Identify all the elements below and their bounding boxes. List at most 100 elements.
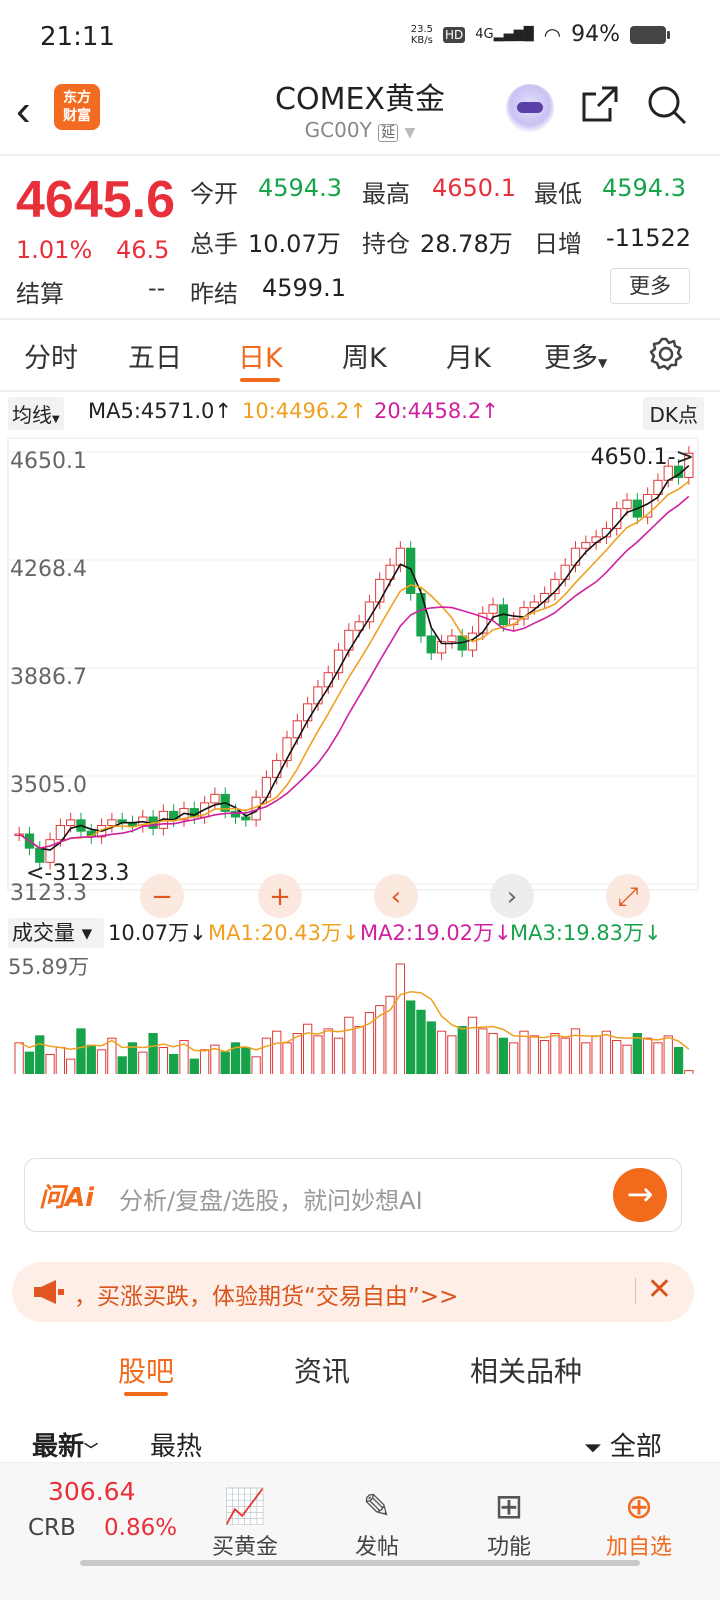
banner-separator: [635, 1278, 636, 1304]
candle-body: [529, 601, 539, 609]
grid-icon: ⊞: [494, 1487, 524, 1527]
tab-related[interactable]: 相关品种: [470, 1355, 583, 1388]
search-icon[interactable]: [646, 84, 688, 126]
volume-bar: [426, 1021, 436, 1095]
volume-bar: [447, 1035, 457, 1095]
y-tick-label: 4268.4: [10, 557, 87, 582]
candle-body: [622, 499, 632, 510]
volume-selector: [8, 918, 104, 948]
post-button[interactable]: ✎ 发帖: [322, 1485, 432, 1561]
ma5-line: [18, 465, 690, 851]
expand-icon-button[interactable]: [606, 874, 650, 918]
ai-logo: 问Ai: [39, 1183, 95, 1213]
megaphone-icon: [34, 1280, 64, 1304]
settings-gear-icon[interactable]: [648, 336, 684, 372]
ma5-value: MA5:4571.0↑: [88, 399, 232, 423]
volume-bar: [591, 1035, 601, 1095]
volume-bar: [632, 1033, 642, 1095]
minus-icon: −: [151, 882, 173, 912]
vol-ma1-value: MA1:20.43万↓: [208, 921, 360, 945]
more-button[interactable]: 更多: [610, 268, 690, 304]
close-icon[interactable]: ✕: [646, 1272, 672, 1307]
kline-chart[interactable]: 4650.1 4268.4 3886.7 3505.0 3123.3 4650.1-> <-…: [0, 434, 720, 1134]
tab-daily-k[interactable]: 日K: [238, 343, 283, 374]
battery-percent: 94%: [571, 22, 620, 47]
candle-body: [436, 641, 447, 654]
expand-icon: ⤢: [618, 882, 639, 912]
volume-bar: [488, 1033, 498, 1095]
net-speed-unit: KB/s: [410, 34, 433, 46]
chevron-left-icon-button[interactable]: [374, 874, 418, 918]
ai-search-bar[interactable]: 问Ai 分析/复盘/选股，就问妙想AI →: [24, 1158, 682, 1232]
ma-selector[interactable]: 均线▼: [8, 397, 64, 430]
daily-inc-label: 日增: [534, 230, 582, 258]
volume-bar: [684, 1070, 694, 1095]
candle-body: [447, 635, 457, 643]
promo-banner[interactable]: ，买涨买跌，体验期货“交易自由”>> ✕: [12, 1262, 694, 1322]
minus-icon-button[interactable]: [140, 874, 184, 918]
add-favorite-button[interactable]: ⊕ 加自选: [584, 1485, 694, 1561]
app-logo[interactable]: 东方 财富: [54, 84, 100, 130]
sort-latest[interactable]: 最新﹀: [32, 1426, 98, 1463]
chevron-left-icon: ‹: [391, 882, 401, 912]
tab-news[interactable]: 资讯: [294, 1355, 351, 1388]
tab-guba[interactable]: 股吧: [118, 1355, 175, 1388]
candle-body: [570, 547, 581, 566]
volume-bar: [138, 1051, 148, 1095]
volume-bar: [550, 1033, 560, 1095]
last-price: 4645.6: [16, 171, 176, 229]
arrow-right-icon[interactable]: →: [613, 1168, 667, 1222]
ma-indicator-bar: 均线▼ MA5:4571.0↑ 10:4496.2↑ 20:4458.2↑ DK…: [0, 392, 720, 434]
y-tick-label: 3505.0: [10, 773, 87, 798]
plus-icon-button[interactable]: [258, 874, 302, 918]
candle-body: [107, 819, 117, 827]
share-icon[interactable]: [580, 84, 620, 124]
volume-bar: [385, 995, 395, 1095]
volume-bar: [416, 1009, 426, 1095]
tab-weekly-k[interactable]: 周K: [342, 343, 387, 374]
volume-bar: [86, 1044, 96, 1095]
oi-value: 28.78万: [420, 230, 513, 258]
ai-robot-icon[interactable]: [506, 84, 554, 132]
volume-value: 10.07万↓: [108, 921, 207, 945]
kline-chart-area[interactable]: 4650.1 4268.4 3886.7 3505.0 3123.3 4650.1-> <-…: [0, 434, 720, 1134]
function-button[interactable]: ⊞ 功能: [454, 1485, 564, 1561]
back-button[interactable]: ‹: [16, 86, 31, 135]
dropdown-icon: ▼: [404, 125, 416, 141]
sort-hot[interactable]: 最热: [150, 1432, 203, 1462]
volume-bar: [251, 1056, 261, 1095]
settle-value: --: [148, 274, 166, 302]
volume-max-label: 55.89万: [8, 955, 89, 979]
crb-value[interactable]: 306.64: [48, 1477, 136, 1506]
vol-ma1-line: [18, 990, 690, 1053]
max-price-label: 4650.1->: [591, 445, 694, 470]
candle-body: [426, 635, 436, 654]
filter-icon: ⏷: [584, 1436, 602, 1461]
tab-more[interactable]: 更多▼: [544, 336, 607, 375]
ma20-value: 20:4458.2↑: [374, 399, 499, 423]
chart-up-icon: 📈: [223, 1487, 267, 1527]
plus-icon: +: [269, 882, 291, 912]
volume-bar: [35, 1035, 45, 1095]
crb-percent: 0.86%: [104, 1515, 178, 1541]
tab-intraday[interactable]: 分时: [24, 343, 78, 374]
chevron-down-icon: ﹀: [84, 1443, 99, 1459]
chevron-right-icon-button[interactable]: [490, 874, 534, 918]
volume-selector-label: 成交量 ▾: [12, 921, 93, 945]
candle-body: [385, 564, 395, 580]
tab-five-day[interactable]: 五日: [128, 343, 182, 374]
volume-bar: [220, 1051, 230, 1095]
logo-line1: 东方: [63, 90, 91, 106]
ma10-line: [18, 480, 690, 850]
buy-gold-button[interactable]: 📈 买黄金: [190, 1485, 300, 1561]
candle-body: [488, 604, 498, 614]
candle-body: [292, 720, 302, 739]
dk-button[interactable]: DK点: [643, 397, 704, 430]
filter-all[interactable]: ⏷ 全部: [584, 1426, 662, 1463]
candle-body: [282, 737, 292, 761]
volume-bar: [117, 1056, 127, 1095]
volume-bar: [663, 1035, 673, 1095]
contract-code[interactable]: GC00Y 延 ▼: [0, 118, 720, 142]
tab-monthly-k[interactable]: 月K: [446, 343, 491, 374]
volume-bar: [395, 963, 406, 1095]
